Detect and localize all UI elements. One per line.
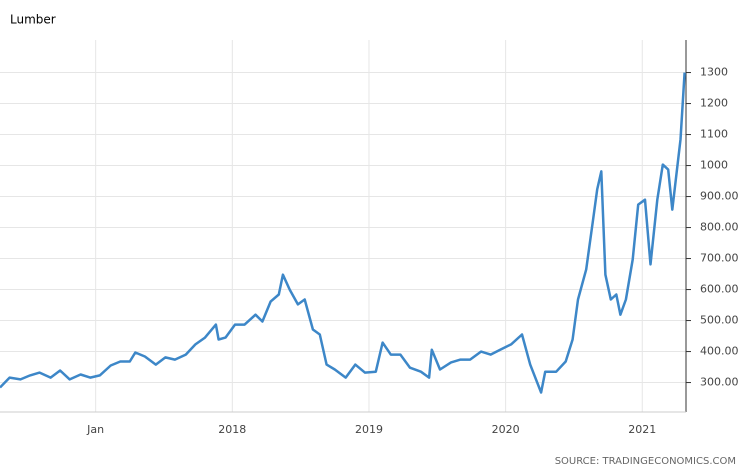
chart-title: Lumber (10, 13, 56, 27)
source-note: SOURCE: TRADINGECONOMICS.COM (555, 456, 736, 467)
x-tick-label: 2018 (218, 423, 246, 436)
x-tick-label: 2021 (628, 423, 656, 436)
y-tick-label: 600.00 (700, 283, 739, 296)
x-tick-label: 2020 (492, 423, 520, 436)
y-tick-label: 1000 (700, 159, 728, 172)
y-tick-label: 400.00 (700, 345, 739, 358)
y-tick-label: 800.00 (700, 221, 739, 234)
y-tick-label: 500.00 (700, 314, 739, 327)
y-tick-label: 1300 (700, 66, 728, 79)
y-tick-label: 900.00 (700, 190, 739, 203)
y-tick-label: 1100 (700, 128, 728, 141)
x-tick-label: 2019 (355, 423, 383, 436)
data-line (0, 72, 686, 394)
y-tick-label: 1200 (700, 97, 728, 110)
y-tick-label: 300.00 (700, 376, 739, 389)
x-tick-label: Jan (86, 423, 104, 436)
y-tick-label: 700.00 (700, 252, 739, 265)
